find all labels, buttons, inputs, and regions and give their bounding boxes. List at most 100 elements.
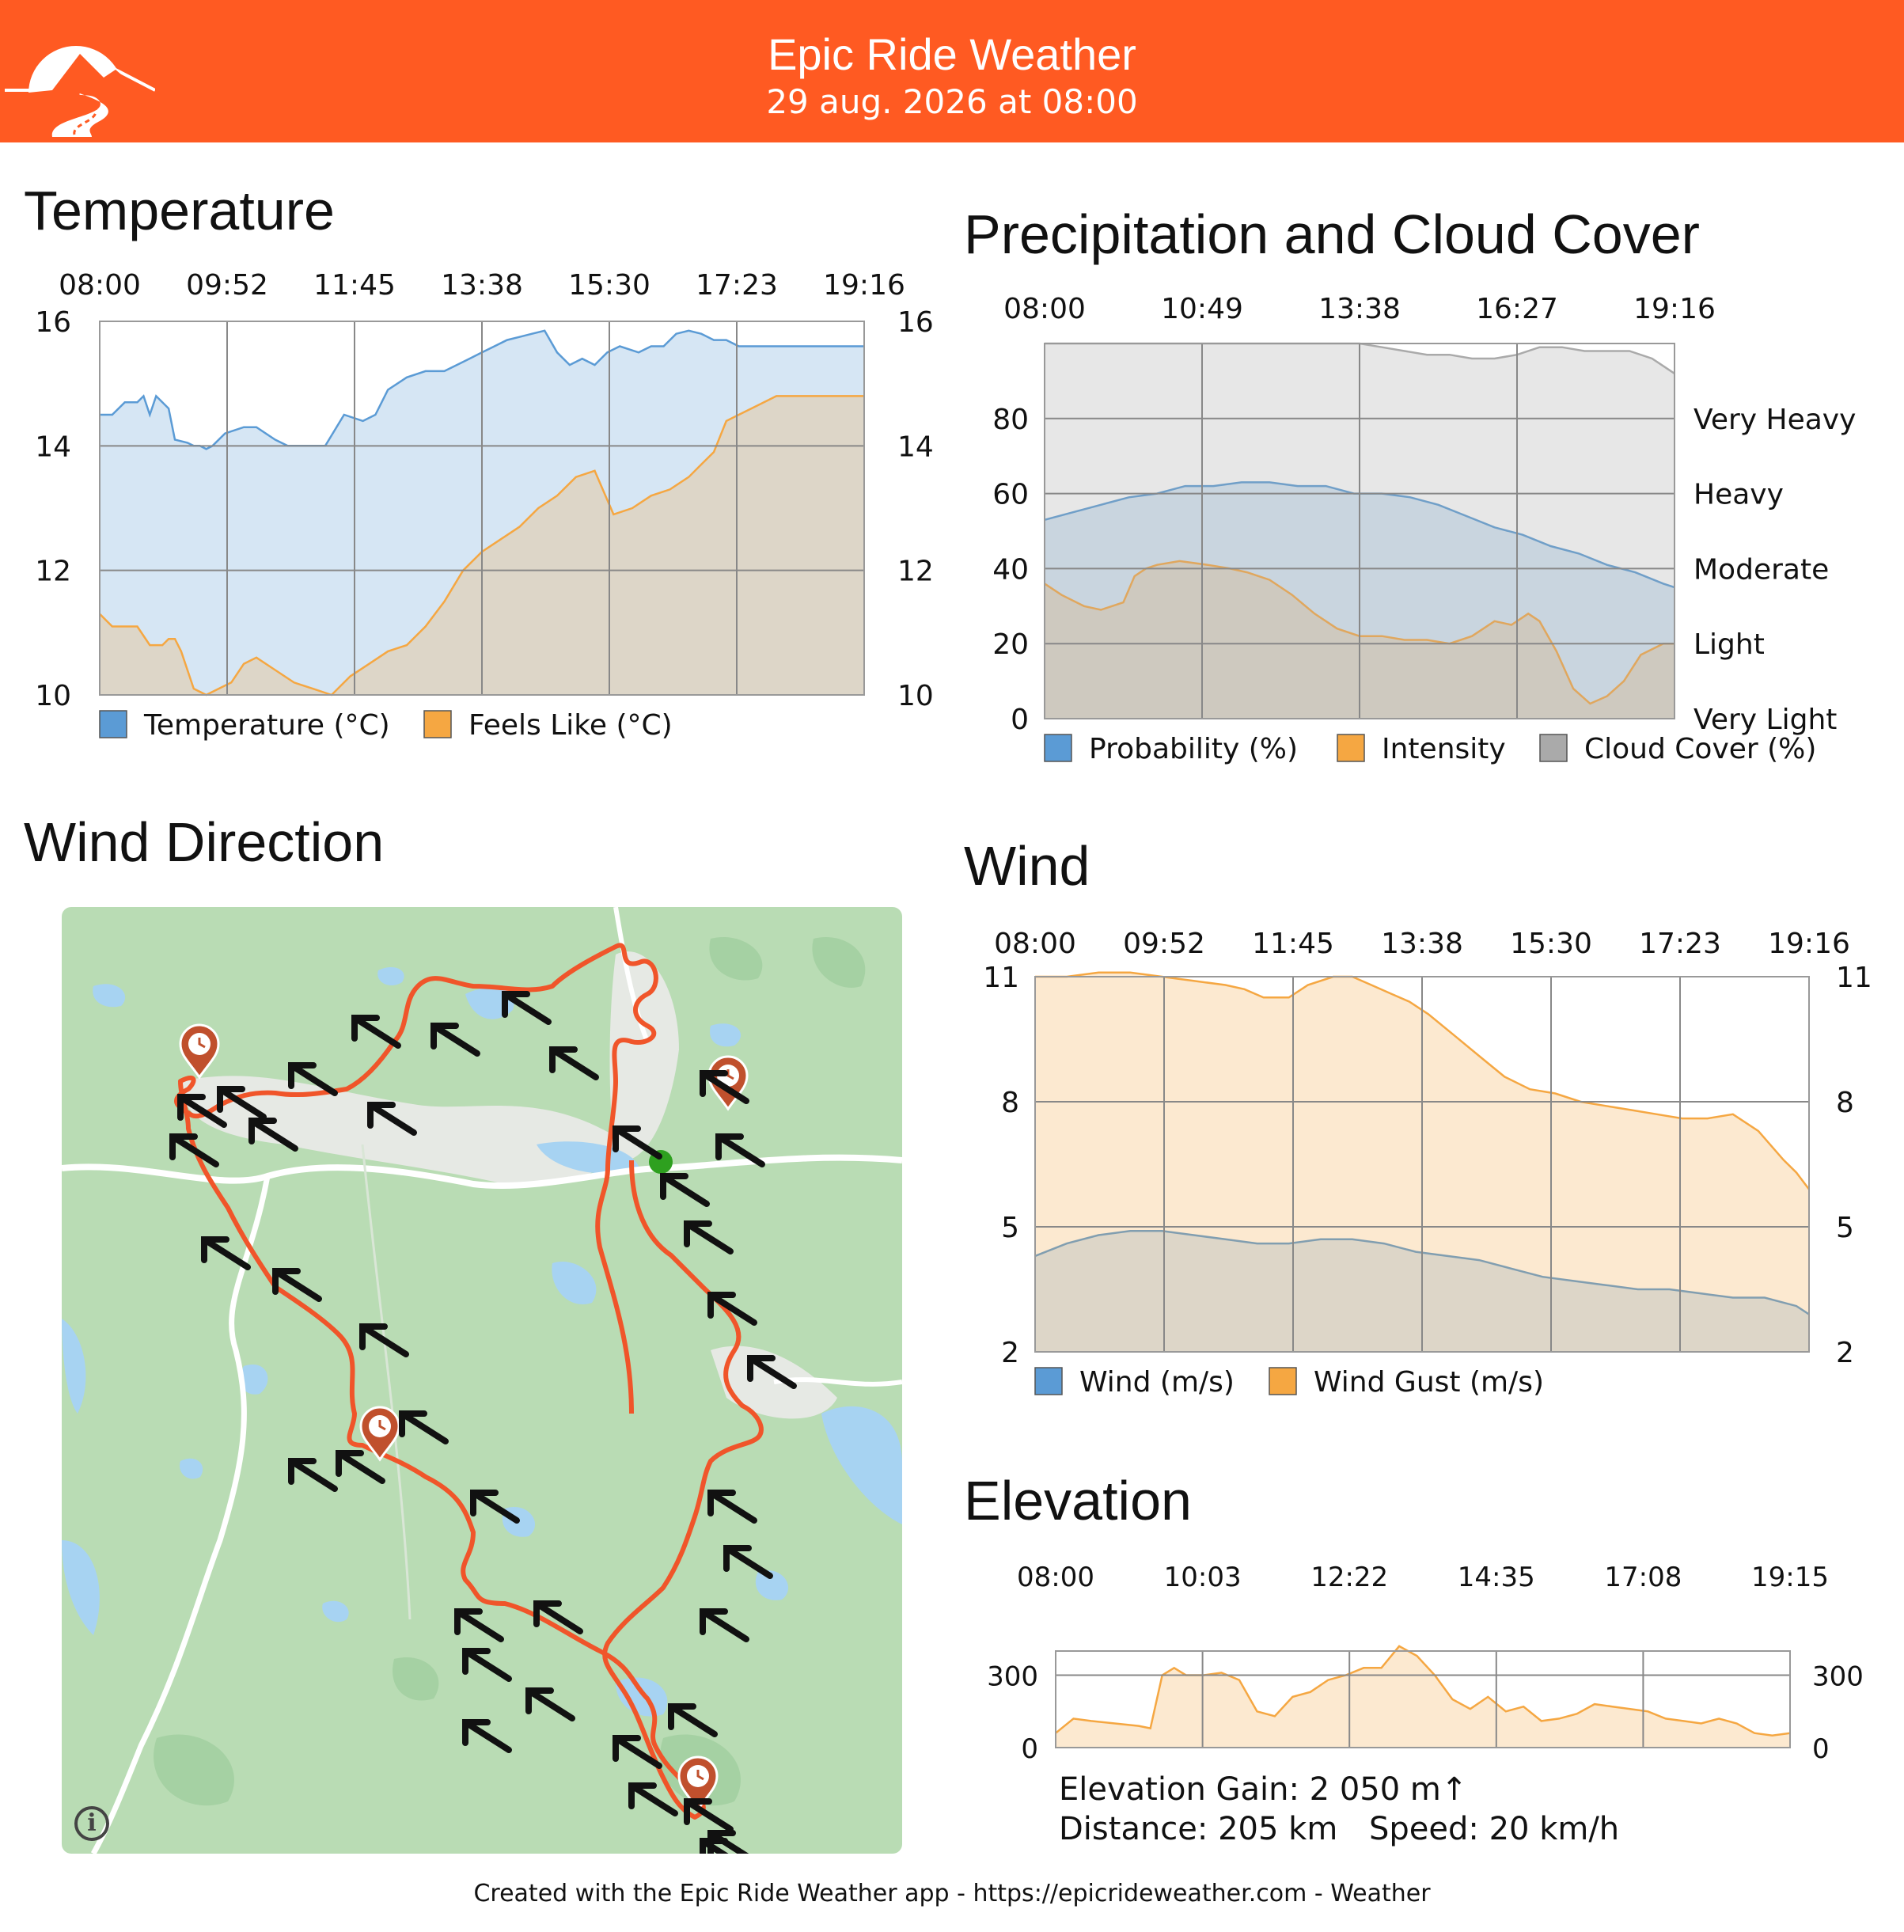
app-title: Epic Ride Weather xyxy=(768,29,1136,79)
mountain-road-logo-icon xyxy=(5,46,155,137)
series-area-1 xyxy=(100,396,864,695)
time-label: 13:38 xyxy=(1381,928,1463,960)
series-line-0 xyxy=(1034,1230,1810,1315)
precipitation-chart: 08:00 10:49 13:38 16:27 19:16 0 20 40 60 80 Very L… xyxy=(992,293,1856,765)
y-tick-label-right: 300 xyxy=(1812,1661,1864,1693)
y-tick-label: 60 xyxy=(992,479,1029,511)
legend-swatch xyxy=(1539,734,1568,762)
wind-arrow-icon xyxy=(248,1118,298,1152)
y-tick-label-right: 12 xyxy=(897,556,934,588)
wind-arrow-icon xyxy=(723,1545,773,1579)
legend-swatch xyxy=(1034,1367,1063,1395)
y-tick-label: 10 xyxy=(35,680,71,712)
wind-arrow-icon xyxy=(613,1125,662,1160)
wind-arrow-icon xyxy=(351,1015,401,1049)
wind-arrow-icon xyxy=(684,1798,734,1832)
time-label: 17:08 xyxy=(1604,1562,1682,1593)
wind-arrow-icon xyxy=(367,1102,417,1136)
temperature-chart: 08:00 09:52 11:45 13:38 15:30 17:23 19:16 10 10 1… xyxy=(35,269,934,742)
plot-frame xyxy=(99,321,865,696)
intensity-label: Very Light xyxy=(1693,704,1837,736)
clock-marker-icon xyxy=(179,1023,220,1080)
y-tick-label: 12 xyxy=(35,556,71,588)
clock-marker-icon xyxy=(359,1406,400,1462)
y-tick-label: 0 xyxy=(1021,1733,1038,1765)
wind-chart: 08:00 09:52 11:45 13:38 15:30 17:23 19:16 2 2 5 5 8… xyxy=(983,928,1872,1399)
series-line-0 xyxy=(1055,1645,1791,1737)
time-label: 08:00 xyxy=(1003,293,1086,325)
y-tick-label-right: 8 xyxy=(1836,1087,1854,1119)
wind-arrow-icon xyxy=(177,1094,227,1128)
wind-arrow-icon xyxy=(628,1782,678,1816)
wind-arrow-icon xyxy=(399,1410,449,1444)
precipitation-title: Precipitation and Cloud Cover xyxy=(964,203,1700,265)
wind-arrow-icon xyxy=(272,1268,322,1302)
time-label: 09:52 xyxy=(186,269,268,302)
temperature-title: Temperature xyxy=(24,180,335,241)
plot-frame xyxy=(1044,343,1675,719)
time-label: 13:38 xyxy=(1318,293,1401,325)
time-label: 09:52 xyxy=(1123,928,1205,960)
wind-direction-map[interactable]: i xyxy=(62,907,902,1854)
intensity-label: Very Heavy xyxy=(1693,404,1856,436)
y-tick-label-right: 2 xyxy=(1836,1337,1854,1369)
y-tick-label: 0 xyxy=(1011,704,1029,736)
time-label: 10:49 xyxy=(1161,293,1243,325)
y-tick-label: 8 xyxy=(1001,1087,1019,1119)
time-label: 19:16 xyxy=(1633,293,1716,325)
y-tick-label-right: 0 xyxy=(1812,1733,1830,1765)
legend-label: Temperature (°C) xyxy=(143,709,390,742)
wind-arrow-icon xyxy=(660,1173,710,1207)
series-line-1 xyxy=(99,395,864,697)
y-tick-label-right: 11 xyxy=(1836,962,1872,994)
time-label: 08:00 xyxy=(59,269,141,302)
elevation-gain: Elevation Gain: 2 050 m↑ xyxy=(1059,1771,1468,1808)
time-label: 19:15 xyxy=(1751,1562,1829,1593)
wind-arrow-icon xyxy=(470,1490,520,1524)
wind-arrow-icon xyxy=(502,991,552,1025)
wind-direction-title: Wind Direction xyxy=(24,811,385,873)
legend-label: Cloud Cover (%) xyxy=(1584,733,1816,765)
wind-arrow-icon xyxy=(684,1220,734,1254)
forest-patches xyxy=(154,937,866,1806)
time-label: 15:30 xyxy=(1510,928,1592,960)
wind-arrow-icon xyxy=(525,1687,575,1721)
wind-arrow-icon xyxy=(454,1608,504,1642)
time-label: 19:16 xyxy=(823,269,905,302)
wind-arrow-icon xyxy=(715,1133,765,1167)
time-label: 17:23 xyxy=(696,269,778,302)
time-label: 11:45 xyxy=(313,269,396,302)
series-line-1 xyxy=(1035,971,1810,1190)
legend-label: Wind Gust (m/s) xyxy=(1314,1366,1544,1399)
footer-credit: Created with the Epic Ride Weather app -… xyxy=(473,1880,1431,1907)
wind-title: Wind xyxy=(964,835,1090,897)
wind-arrow-icon xyxy=(169,1133,219,1167)
series-line-1 xyxy=(1044,560,1675,705)
distance: Distance: 205 km xyxy=(1059,1811,1338,1847)
wind-arrow-icon xyxy=(288,1458,338,1492)
legend-swatch xyxy=(1044,734,1072,762)
time-label: 15:30 xyxy=(568,269,650,302)
wind-arrow-icon xyxy=(549,1046,599,1080)
wind-arrows xyxy=(169,991,797,1854)
intensity-label: Moderate xyxy=(1693,553,1829,586)
legend-label: Intensity xyxy=(1382,733,1506,765)
wind-arrow-icon xyxy=(201,1236,251,1270)
app-header: Epic Ride Weather 29 aug. 2026 at 08:00 xyxy=(0,0,1904,142)
time-label: 08:00 xyxy=(1017,1562,1094,1593)
legend-swatch xyxy=(423,710,452,738)
info-icon[interactable]: i xyxy=(74,1806,109,1841)
time-label: 16:27 xyxy=(1476,293,1558,325)
elevation-title: Elevation xyxy=(964,1470,1192,1532)
roads xyxy=(62,907,902,1854)
y-tick-label: 20 xyxy=(992,628,1029,661)
time-label: 12:22 xyxy=(1310,1562,1388,1593)
wind-arrow-icon xyxy=(747,1355,797,1389)
time-label: 11:45 xyxy=(1252,928,1334,960)
legend-label: Feels Like (°C) xyxy=(468,709,673,742)
y-tick-label: 40 xyxy=(992,553,1029,586)
time-label: 10:03 xyxy=(1164,1562,1242,1593)
y-tick-label: 80 xyxy=(992,404,1029,436)
y-tick-label: 11 xyxy=(983,962,1019,994)
